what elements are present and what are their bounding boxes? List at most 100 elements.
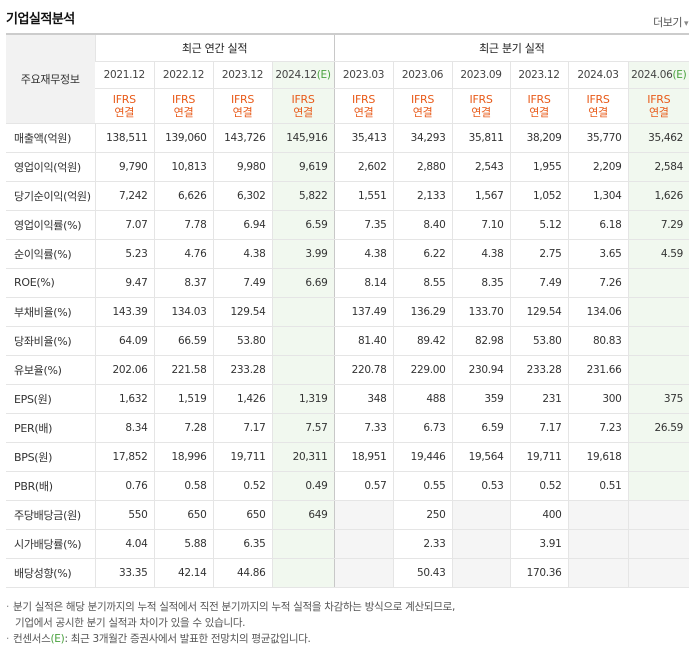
table-cell: 7.23 <box>567 413 629 443</box>
table-cell: 82.98 <box>451 326 511 356</box>
table-cell: 138,511 <box>94 123 154 153</box>
table-cell: 4.38 <box>451 239 511 269</box>
table-cell: 231.66 <box>567 355 629 385</box>
table-cell: 6,302 <box>212 181 272 211</box>
table-cell: 6.73 <box>392 413 453 443</box>
more-link[interactable]: 더보기 ▾ <box>653 14 688 30</box>
table-cell: 6.59 <box>271 209 335 240</box>
table-cell: 230.94 <box>451 355 511 385</box>
table-cell: 7.10 <box>451 209 511 240</box>
table-cell: 488 <box>392 383 453 414</box>
table-cell <box>627 268 690 298</box>
table-cell: 6.69 <box>271 268 335 298</box>
table-cell: 3.99 <box>271 239 335 269</box>
table-row: 영업이익(억원) 9,790 10,813 9,980 9,619 2,602 2,880 2… <box>6 152 690 182</box>
table-cell: 400 <box>509 499 569 530</box>
table-cell <box>627 296 690 327</box>
table-cell: 7.28 <box>153 413 213 443</box>
table-cell: 7.49 <box>509 268 569 298</box>
table-cell: 6.18 <box>567 209 629 240</box>
table-cell: 220.78 <box>333 355 394 385</box>
table-cell <box>333 499 394 530</box>
table-cell: 2.33 <box>392 529 453 559</box>
table-cell: 20,311 <box>271 442 335 472</box>
table-cell: 34,293 <box>392 123 453 153</box>
period-header: 2022.12 <box>153 61 213 89</box>
table-cell <box>627 326 690 356</box>
table-cell: 4.59 <box>627 239 690 269</box>
table-cell: 0.52 <box>509 471 569 501</box>
basis-header: IFRS 연결 <box>392 88 453 124</box>
table-cell: 5.12 <box>509 209 569 240</box>
table-cell: 5,822 <box>271 181 335 211</box>
table-cell: 10,813 <box>153 152 213 182</box>
table-cell <box>333 529 394 559</box>
table-cell: 7.29 <box>627 209 690 240</box>
table-cell: 53.80 <box>509 326 569 356</box>
table-row: 주당배당금(원) 550 650 650 649 250 400 <box>6 499 690 530</box>
table-cell: 2,880 <box>392 152 453 182</box>
table-cell: 35,770 <box>567 123 629 153</box>
table-cell: 348 <box>333 383 394 414</box>
table-cell: 19,711 <box>212 442 272 472</box>
table-cell: 8.34 <box>94 413 154 443</box>
table-cell <box>271 529 335 559</box>
table-cell: 80.83 <box>567 326 629 356</box>
table-cell: 375 <box>627 383 690 414</box>
table-cell <box>627 471 690 501</box>
basis-header: IFRS 연결 <box>627 88 690 124</box>
row-label: 배당성향(%) <box>6 558 95 588</box>
table-cell: 8.35 <box>451 268 511 298</box>
table-cell: 0.57 <box>333 471 394 501</box>
table-cell <box>627 442 690 472</box>
table-cell: 19,446 <box>392 442 453 472</box>
table-cell: 2,602 <box>333 152 394 182</box>
table-cell: 649 <box>271 499 335 530</box>
footnote-2: · 컨센서스(E): 최근 3개월간 증권사에서 발표한 전망치의 평균값입니다. <box>6 633 311 645</box>
basis-header: IFRS 연결 <box>567 88 629 124</box>
table-row: EPS(원) 1,632 1,519 1,426 1,319 348 488 359 231 30… <box>6 383 690 414</box>
row-label: 주당배당금(원) <box>6 499 95 530</box>
table-cell: 9,790 <box>94 152 154 182</box>
chevron-down-icon: ▾ <box>683 19 689 29</box>
table-cell: 89.42 <box>392 326 453 356</box>
table-cell: 38,209 <box>509 123 569 153</box>
table-cell: 6,626 <box>153 181 213 211</box>
row-label: 영업이익률(%) <box>6 209 95 240</box>
row-label: BPS(원) <box>6 442 95 472</box>
table-cell <box>271 558 335 588</box>
table-cell: 9.47 <box>94 268 154 298</box>
table-cell: 1,551 <box>333 181 394 211</box>
financial-table: 주요재무정보 최근 연간 실적 최근 분기 실적 2021.12 2022.12 2… <box>6 33 690 588</box>
table-cell: 202.06 <box>94 355 154 385</box>
table-cell: 0.55 <box>392 471 453 501</box>
table-cell: 64.09 <box>94 326 154 356</box>
table-cell: 35,413 <box>333 123 394 153</box>
table-cell <box>567 529 629 559</box>
table-cell <box>567 499 629 530</box>
table-cell: 81.40 <box>333 326 394 356</box>
period-header: 2023.06 <box>392 61 453 89</box>
footnotes: · 분기 실적은 해당 분기까지의 누적 실적에서 직전 분기까지의 누적 실적을… <box>6 599 455 647</box>
table-cell: 4.38 <box>212 239 272 269</box>
table-cell: 35,811 <box>451 123 511 153</box>
table-cell: 2,543 <box>451 152 511 182</box>
table-cell: 6.94 <box>212 209 272 240</box>
label-header: 주요재무정보 <box>6 34 95 124</box>
period-header: 2023.09 <box>451 61 511 89</box>
table-cell: 1,519 <box>153 383 213 414</box>
table-cell: 231 <box>509 383 569 414</box>
table-cell: 7.33 <box>333 413 394 443</box>
basis-header: IFRS 연결 <box>451 88 511 124</box>
period-header: 2023.12 <box>509 61 569 89</box>
table-cell: 221.58 <box>153 355 213 385</box>
group-quarter-header: 최근 분기 실적 <box>333 34 690 62</box>
table-cell: 8.40 <box>392 209 453 240</box>
table-cell <box>627 499 690 530</box>
table-row: 시가배당률(%) 4.04 5.88 6.35 2.33 3.91 <box>6 529 690 559</box>
table-cell <box>627 558 690 588</box>
group-annual-header: 최근 연간 실적 <box>94 34 335 62</box>
table-row: PER(배) 8.34 7.28 7.17 7.57 7.33 6.73 6.59 7.17 7.… <box>6 413 690 443</box>
table-cell: 143,726 <box>212 123 272 153</box>
table-cell: 5.88 <box>153 529 213 559</box>
